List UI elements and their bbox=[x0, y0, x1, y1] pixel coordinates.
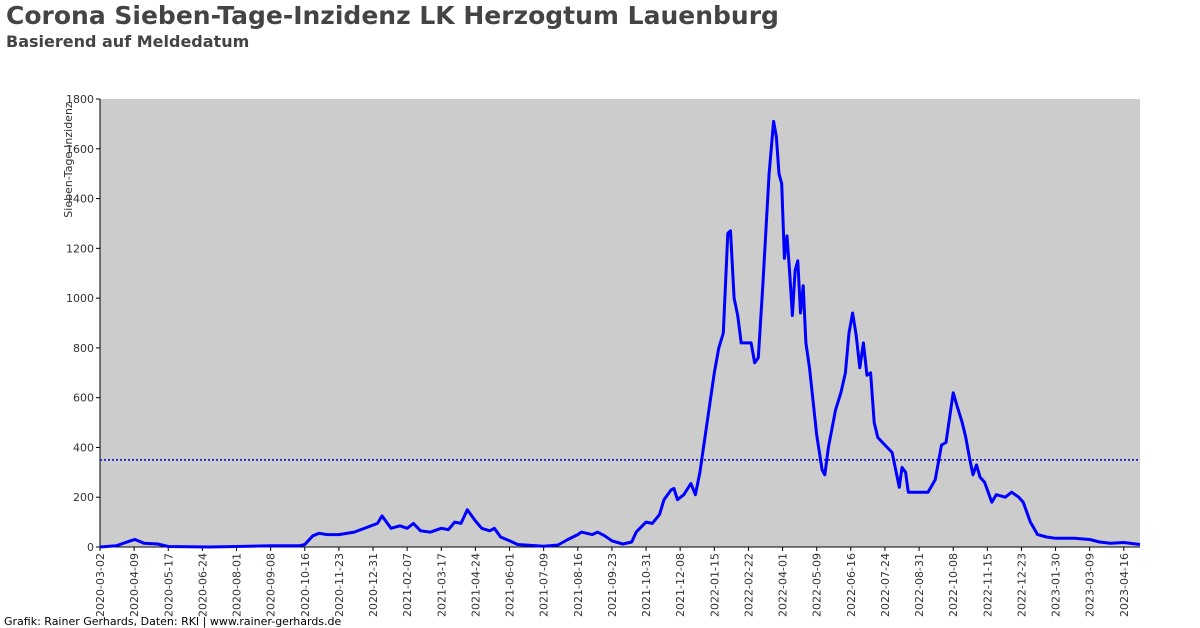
x-tick-label: 2020-10-16 bbox=[299, 553, 312, 617]
y-tick-label: 1000 bbox=[66, 292, 94, 305]
y-tick-label: 1600 bbox=[66, 143, 94, 156]
y-tick-label: 600 bbox=[73, 392, 94, 405]
x-tick-label: 2022-02-22 bbox=[742, 553, 755, 617]
chart-title: Corona Sieben-Tage-Inzidenz LK Herzogtum… bbox=[6, 1, 779, 30]
plot-area bbox=[100, 99, 1140, 547]
x-tick-label: 2022-05-09 bbox=[811, 553, 824, 617]
series-line bbox=[99, 119, 1141, 549]
x-tick-label: 2020-05-17 bbox=[162, 553, 175, 617]
x-tick-label: 2021-06-01 bbox=[504, 553, 517, 617]
x-tick-label: 2020-03-02 bbox=[94, 553, 107, 617]
x-tick-label: 2021-10-31 bbox=[640, 553, 653, 617]
x-tick-label: 2021-03-17 bbox=[435, 553, 448, 617]
x-tick-label: 2022-07-24 bbox=[879, 553, 892, 617]
x-tick-label: 2023-01-30 bbox=[1050, 553, 1063, 617]
y-tick-label: 400 bbox=[73, 441, 94, 454]
x-tick-label: 2022-08-31 bbox=[913, 553, 926, 617]
y-tick-label: 800 bbox=[73, 342, 94, 355]
y-tick-label: 1800 bbox=[66, 93, 94, 106]
chart-subtitle: Basierend auf Meldedatum bbox=[6, 32, 249, 51]
x-tick-label: 2023-04-16 bbox=[1118, 553, 1131, 617]
y-tick-label: 1200 bbox=[66, 242, 94, 255]
x-tick-label: 2022-11-15 bbox=[981, 553, 994, 617]
x-tick-label: 2021-02-07 bbox=[401, 553, 414, 617]
x-tick-label: 2020-06-24 bbox=[196, 553, 209, 617]
x-tick-label: 2020-09-08 bbox=[265, 553, 278, 617]
y-axis-label: Sieben-Tage-Inzidenz bbox=[62, 102, 75, 218]
x-tick-label: 2022-10-08 bbox=[947, 553, 960, 617]
x-tick-label: 2021-08-16 bbox=[572, 553, 585, 617]
x-tick-label: 2021-04-24 bbox=[469, 553, 482, 617]
x-tick-label: 2020-04-09 bbox=[128, 553, 141, 617]
x-tick-label: 2021-07-09 bbox=[538, 553, 551, 617]
x-tick-label: 2022-01-15 bbox=[708, 553, 721, 617]
y-tick-label: 0 bbox=[87, 541, 94, 554]
y-tick-label: 200 bbox=[73, 491, 94, 504]
x-tick-label: 2022-12-23 bbox=[1015, 553, 1028, 617]
x-tick-label: 2021-09-23 bbox=[606, 553, 619, 617]
y-tick-label: 1400 bbox=[66, 193, 94, 206]
x-tick-label: 2023-03-09 bbox=[1084, 553, 1097, 617]
x-tick-label: 2020-08-01 bbox=[231, 553, 244, 617]
x-tick-label: 2020-12-31 bbox=[367, 553, 380, 617]
x-tick-label: 2022-04-01 bbox=[777, 553, 790, 617]
footer: Grafik: Rainer Gerhards, Daten: RKI | ww… bbox=[4, 615, 342, 628]
x-tick-label: 2020-11-23 bbox=[333, 553, 346, 617]
x-tick-label: 2022-06-16 bbox=[845, 553, 858, 617]
x-tick-label: 2021-12-08 bbox=[674, 553, 687, 617]
